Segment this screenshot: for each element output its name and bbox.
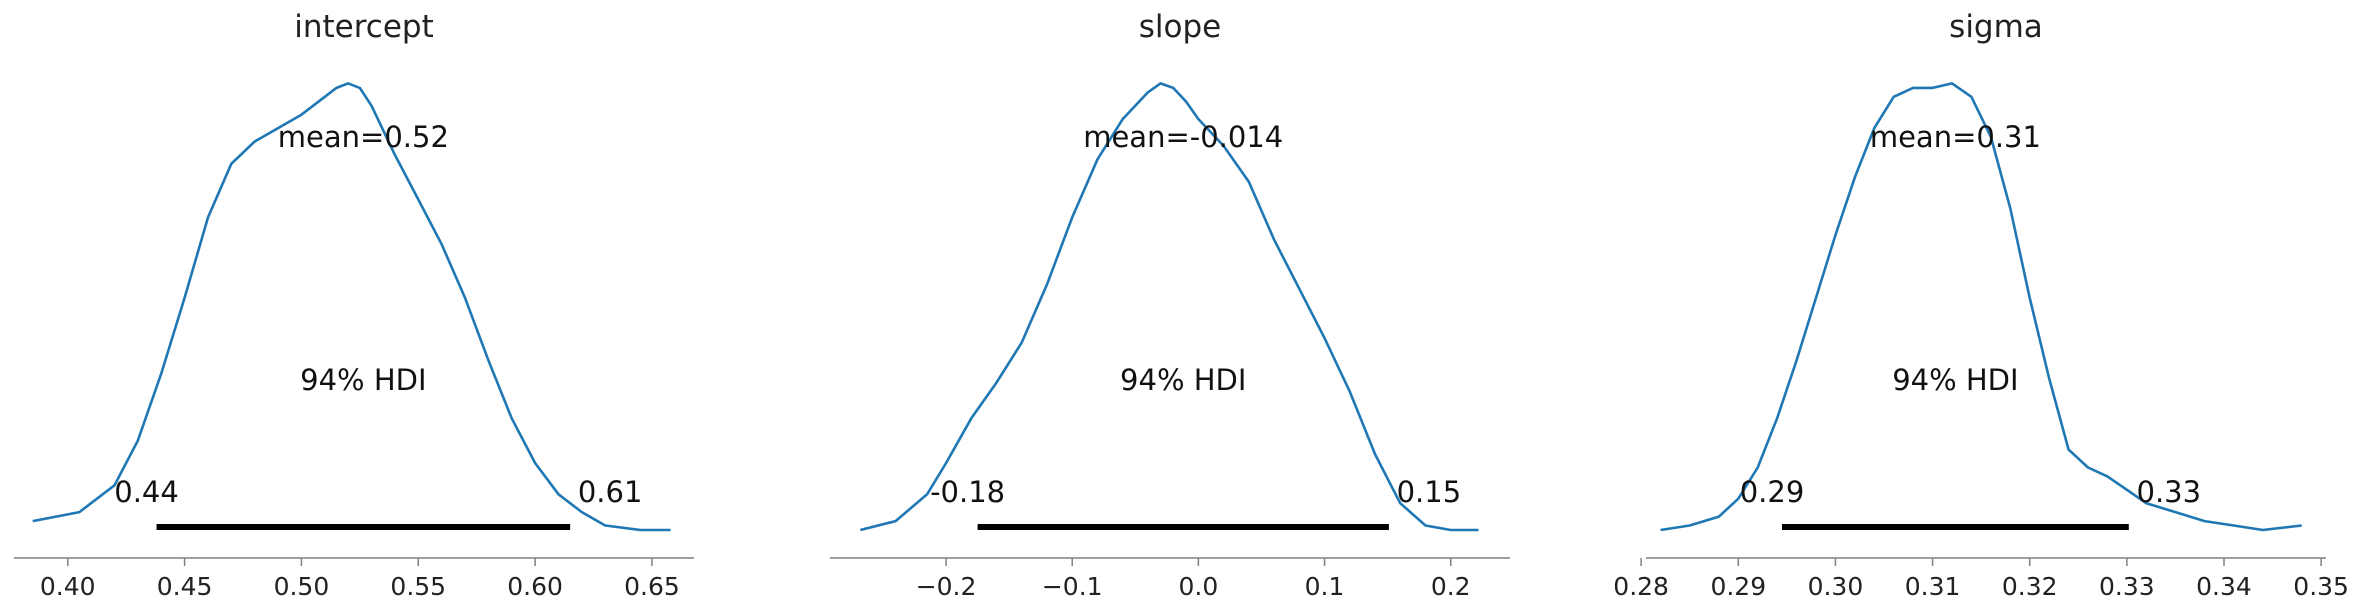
hdi-low-label: -0.18 bbox=[930, 475, 1005, 509]
density-curve bbox=[859, 82, 1479, 532]
x-tick-label: 0.65 bbox=[624, 572, 680, 601]
mean-label: mean=0.31 bbox=[1870, 120, 2041, 154]
mean-label: mean=0.52 bbox=[278, 120, 449, 154]
hdi-low-label: 0.29 bbox=[1740, 475, 1805, 509]
x-tick-label: 0.32 bbox=[2002, 572, 2058, 601]
x-tick-label: 0.60 bbox=[507, 572, 563, 601]
plot-title: slope bbox=[1139, 9, 1221, 45]
hdi-label: 94% HDI bbox=[1892, 363, 2018, 397]
mean-label: mean=-0.014 bbox=[1083, 120, 1283, 154]
density-curve bbox=[1660, 82, 2302, 532]
x-tick-label: 0.45 bbox=[157, 572, 213, 601]
density-curve bbox=[32, 82, 671, 532]
x-tick-label: 0.50 bbox=[274, 572, 330, 601]
hdi-high-label: 0.61 bbox=[578, 475, 643, 509]
x-tick-label: 0.1 bbox=[1305, 572, 1345, 601]
hdi-low-label: 0.44 bbox=[114, 475, 179, 509]
x-tick-label: 0.33 bbox=[2099, 572, 2155, 601]
hdi-label: 94% HDI bbox=[300, 363, 426, 397]
x-tick-label: 0.2 bbox=[1431, 572, 1471, 601]
plot-title: intercept bbox=[294, 9, 434, 45]
x-tick-label: 0.0 bbox=[1179, 572, 1219, 601]
hdi-high-label: 0.33 bbox=[2137, 475, 2202, 509]
x-tick-label: 0.40 bbox=[40, 572, 96, 601]
hdi-label: 94% HDI bbox=[1120, 363, 1246, 397]
x-tick-label: −0.2 bbox=[916, 572, 977, 601]
x-tick-label: −0.1 bbox=[1042, 572, 1103, 601]
x-tick-label: 0.29 bbox=[1710, 572, 1766, 601]
x-tick-label: 0.28 bbox=[1613, 572, 1669, 601]
hdi-high-label: 0.15 bbox=[1397, 475, 1462, 509]
x-tick-label: 0.55 bbox=[390, 572, 446, 601]
panel-slope: slope -0.18 0.15 94% HDI mean=-0.014 −0.2 −0.1… bbox=[830, 9, 1510, 601]
plot-title: sigma bbox=[1949, 9, 2043, 45]
x-tick-label: 0.30 bbox=[1808, 572, 1864, 601]
panel-intercept: intercept 0.44 0.61 94% HDI mean=0.52 0.40 0.4… bbox=[14, 9, 694, 601]
x-tick-label: 0.34 bbox=[2196, 572, 2252, 601]
x-tick-label: 0.31 bbox=[1905, 572, 1961, 601]
panel-sigma: sigma 0.29 0.33 94% HDI mean=0.31 0.28 0.29 0.3… bbox=[1613, 9, 2349, 601]
x-tick-label: 0.35 bbox=[2293, 572, 2349, 601]
